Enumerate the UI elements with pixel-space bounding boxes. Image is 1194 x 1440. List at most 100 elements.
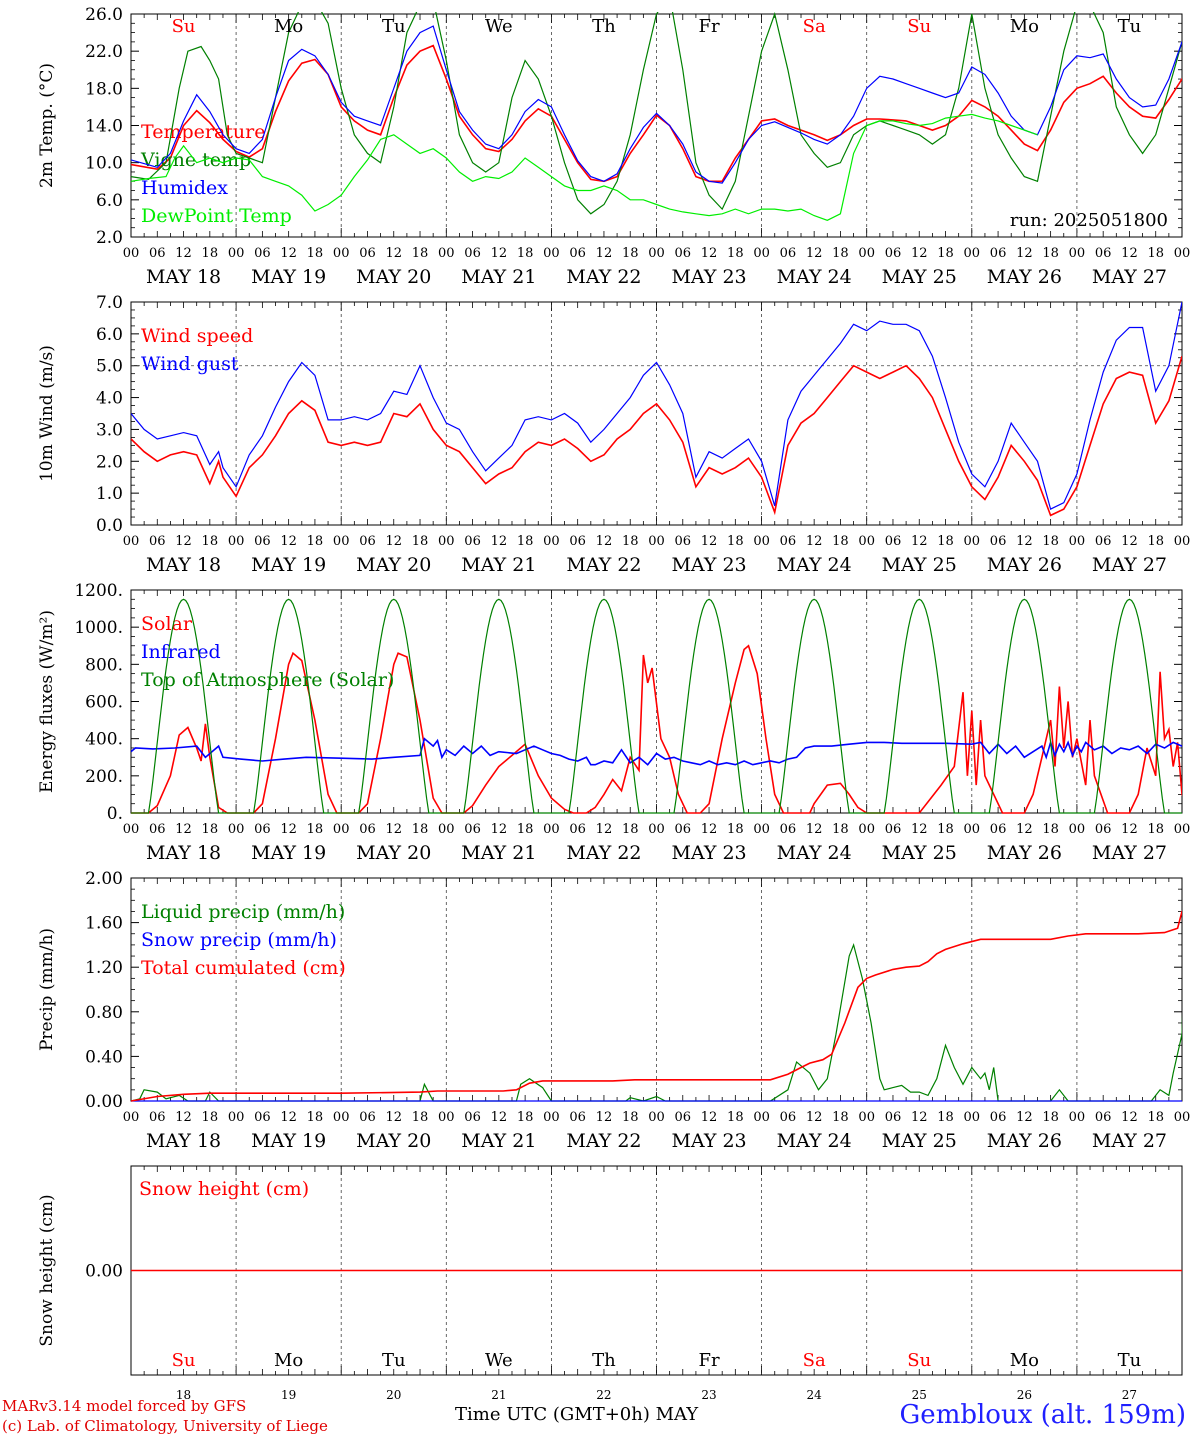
hour-tick-label: 12 bbox=[491, 534, 508, 549]
date-label: MAY 24 bbox=[777, 1130, 852, 1152]
y-tick-label: 10.0 bbox=[85, 154, 123, 174]
date-label: MAY 22 bbox=[566, 554, 641, 576]
hour-tick-label: 06 bbox=[675, 822, 692, 837]
hour-tick-label: 12 bbox=[385, 534, 402, 549]
hour-tick-label: 12 bbox=[491, 822, 508, 837]
weekday-label: Tu bbox=[1118, 16, 1142, 37]
hour-tick-label: 12 bbox=[596, 1110, 613, 1125]
hour-tick-label: 00 bbox=[964, 534, 981, 549]
hour-tick-label: 12 bbox=[911, 822, 928, 837]
hour-tick-label: 12 bbox=[385, 246, 402, 261]
series-line-top-of-atmosphere-solar- bbox=[131, 598, 1182, 814]
hour-tick-label: 06 bbox=[569, 822, 586, 837]
y-tick-label: 1000. bbox=[74, 618, 123, 638]
hour-tick-label: 12 bbox=[1121, 1110, 1138, 1125]
series-line-wind-speed bbox=[131, 355, 1182, 517]
hour-tick-label: 00 bbox=[753, 822, 770, 837]
weekday-label: Tu bbox=[382, 1350, 406, 1371]
day-number-label: 24 bbox=[807, 1388, 823, 1402]
hour-tick-label: 06 bbox=[990, 822, 1007, 837]
day-number-label: 20 bbox=[386, 1388, 401, 1402]
date-label: MAY 25 bbox=[882, 1130, 957, 1152]
date-label: MAY 20 bbox=[356, 266, 431, 288]
credit-line-model: MARv3.14 model forced by GFS bbox=[2, 1397, 247, 1415]
date-label: MAY 25 bbox=[882, 554, 957, 576]
series-line-wind-gust bbox=[131, 301, 1182, 510]
date-label: MAY 20 bbox=[356, 1130, 431, 1152]
hour-tick-label: 06 bbox=[990, 534, 1007, 549]
hour-tick-label: 18 bbox=[1042, 246, 1059, 261]
hour-tick-label: 00 bbox=[543, 246, 560, 261]
date-label: MAY 23 bbox=[671, 1130, 746, 1152]
weekday-label: Mo bbox=[1010, 16, 1039, 37]
hour-tick-label: 06 bbox=[780, 1110, 797, 1125]
weekday-label: Su bbox=[172, 1350, 196, 1371]
station-name: Gembloux (alt. 159m) bbox=[899, 1400, 1186, 1430]
y-tick-label: 600. bbox=[85, 693, 123, 713]
hour-tick-label: 06 bbox=[254, 534, 271, 549]
hour-tick-label: 12 bbox=[175, 534, 192, 549]
y-tick-label: 4.0 bbox=[96, 389, 123, 409]
weekday-label: Su bbox=[907, 1350, 931, 1371]
y-tick-label: 22.0 bbox=[85, 42, 123, 62]
hour-tick-label: 12 bbox=[491, 1110, 508, 1125]
date-label: MAY 23 bbox=[671, 554, 746, 576]
hour-tick-label: 12 bbox=[806, 1110, 823, 1125]
hour-tick-label: 00 bbox=[228, 822, 245, 837]
hour-tick-label: 18 bbox=[727, 246, 744, 261]
hour-tick-label: 06 bbox=[359, 1110, 376, 1125]
series-line-humidex bbox=[131, 25, 1182, 184]
hour-tick-label: 06 bbox=[254, 822, 271, 837]
y-axis-label: 10m Wind (m/s) bbox=[37, 345, 57, 482]
hour-tick-label: 18 bbox=[622, 246, 639, 261]
hour-tick-label: 00 bbox=[964, 822, 981, 837]
hour-tick-label: 00 bbox=[753, 534, 770, 549]
date-label: MAY 25 bbox=[882, 266, 957, 288]
weekday-label: Mo bbox=[1010, 1350, 1039, 1371]
hour-tick-label: 18 bbox=[202, 1110, 219, 1125]
hour-tick-label: 06 bbox=[1095, 246, 1112, 261]
y-tick-label: 2.0 bbox=[96, 228, 123, 248]
y-tick-label: 3.0 bbox=[96, 420, 123, 440]
hour-tick-label: 12 bbox=[280, 822, 297, 837]
credits: MARv3.14 model forced by GFS (c) Lab. of… bbox=[2, 1396, 328, 1436]
hour-tick-label: 00 bbox=[438, 246, 455, 261]
hour-tick-label: 18 bbox=[307, 822, 324, 837]
date-label: MAY 19 bbox=[251, 266, 326, 288]
hour-tick-label: 00 bbox=[543, 822, 560, 837]
hour-tick-label: 06 bbox=[780, 534, 797, 549]
hour-tick-label: 00 bbox=[228, 1110, 245, 1125]
day-number-label: 25 bbox=[912, 1388, 927, 1402]
hour-tick-label: 00 bbox=[543, 1110, 560, 1125]
hour-tick-label: 12 bbox=[701, 246, 718, 261]
date-label: MAY 18 bbox=[146, 554, 221, 576]
hour-tick-label: 18 bbox=[412, 534, 429, 549]
y-axis-label: Precip (mm/h) bbox=[37, 928, 57, 1051]
hour-tick-label: 18 bbox=[202, 246, 219, 261]
hour-tick-label: 00 bbox=[1174, 534, 1191, 549]
day-number-label: 23 bbox=[701, 1388, 716, 1402]
hour-tick-label: 00 bbox=[123, 822, 140, 837]
hour-tick-label: 06 bbox=[569, 1110, 586, 1125]
hour-tick-label: 00 bbox=[1174, 246, 1191, 261]
hour-tick-label: 00 bbox=[228, 246, 245, 261]
hour-tick-label: 12 bbox=[806, 822, 823, 837]
hour-tick-label: 00 bbox=[648, 534, 665, 549]
weekday-label: Su bbox=[907, 16, 931, 37]
date-label: MAY 18 bbox=[146, 1130, 221, 1152]
legend-entry: Solar bbox=[141, 613, 193, 635]
hour-tick-label: 18 bbox=[622, 822, 639, 837]
hour-tick-label: 18 bbox=[1147, 1110, 1164, 1125]
hour-tick-label: 06 bbox=[149, 534, 166, 549]
weekday-label: Su bbox=[172, 16, 196, 37]
panel-1: 2.0 6.0 10.0 14.0 18.0 22.0 26.0 2m Temp. (°C) T… bbox=[37, 5, 1191, 288]
legend-entry: Snow height (cm) bbox=[139, 1178, 309, 1200]
hour-tick-label: 18 bbox=[307, 246, 324, 261]
legend-entry: Liquid precip (mm/h) bbox=[141, 901, 345, 923]
hour-tick-label: 00 bbox=[438, 822, 455, 837]
hour-tick-label: 06 bbox=[149, 1110, 166, 1125]
hour-tick-label: 06 bbox=[675, 534, 692, 549]
hour-tick-label: 18 bbox=[307, 1110, 324, 1125]
hour-tick-label: 00 bbox=[123, 534, 140, 549]
hour-tick-label: 06 bbox=[1095, 1110, 1112, 1125]
